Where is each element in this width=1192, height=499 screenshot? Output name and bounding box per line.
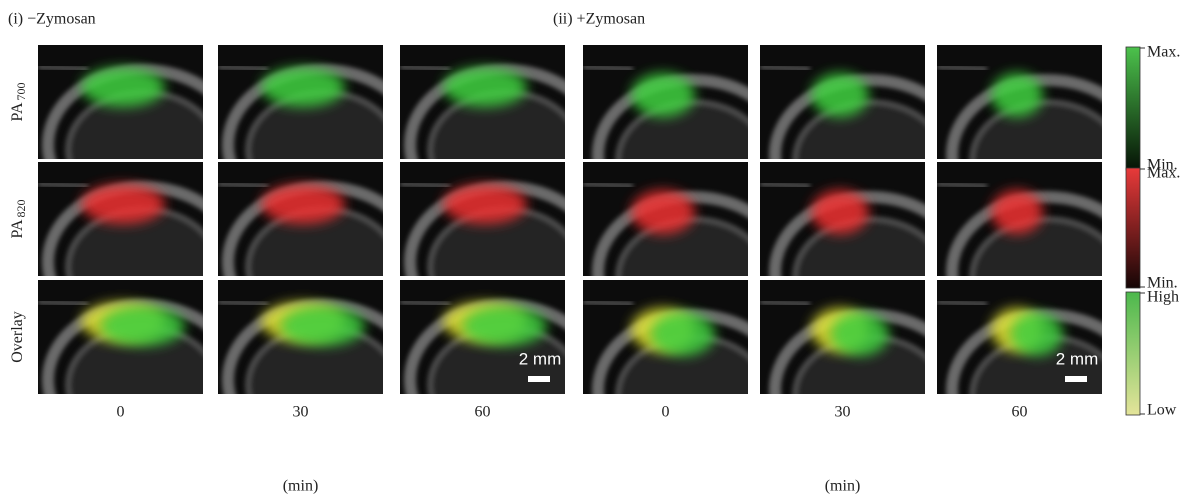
row-label-main: PA [9,102,26,121]
top-streak [583,182,634,188]
panel-title: (i) −Zymosan [8,11,96,28]
scale-bar [528,376,550,382]
signal [811,190,869,234]
top-streak [400,182,451,188]
unit-label: (min) [283,478,319,495]
signal [81,67,165,107]
image-cell [583,280,748,394]
colorbar [1125,167,1141,289]
top-streak [583,65,634,71]
panel-title: (ii) +Zymosan [553,11,645,28]
signal [101,306,185,346]
image-cell [38,280,203,394]
image-cell [937,45,1102,159]
image-cell [400,162,565,276]
scale-bar-label: 2 mm [519,349,562,368]
signal [1011,312,1063,356]
row-label: Overlay [9,311,26,363]
top-streak [38,300,89,306]
tissue-inner [792,99,925,159]
tissue-outline [592,191,748,276]
image-cell [218,45,383,159]
signal [463,306,547,346]
top-streak [38,182,89,188]
top-streak [937,300,988,306]
time-label: 60 [1012,404,1028,421]
image-cell: 2 mm [400,280,565,394]
signal [443,184,527,224]
top-streak [760,182,811,188]
tissue-inner [969,216,1102,276]
tissue-outline [946,74,1102,159]
tissue-outline [946,191,1102,276]
time-label: 30 [293,404,309,421]
row-label-sub: 700 [14,83,28,101]
top-streak [218,65,269,71]
image-cell [38,45,203,159]
top-streak [218,182,269,188]
row-label: PA820 [9,200,28,239]
signal [831,312,889,356]
image-cell [38,162,203,276]
tissue-outline [769,191,925,276]
signal [81,184,165,224]
tissue-inner [969,99,1102,159]
time-label: 0 [662,404,670,421]
row-label: PA700 [9,83,28,122]
colorbar-bottom-label: Min. [1147,275,1178,292]
image-cell [760,280,925,394]
scale-bar [1065,376,1087,382]
image-cell [218,162,383,276]
image-cell: 2 mm [937,280,1102,394]
image-cell [937,162,1102,276]
signal [991,73,1043,117]
signal [261,67,345,107]
signal [811,73,869,117]
row-label-main: Overlay [9,311,26,363]
top-streak [937,65,988,71]
signal [631,190,695,234]
top-streak [760,300,811,306]
signal [991,190,1043,234]
unit-label: (min) [825,478,861,495]
image-cell [583,45,748,159]
signal [651,312,715,356]
scale-bar-label: 2 mm [1056,349,1099,368]
top-streak [583,300,634,306]
colorbar-top-label: High [1147,289,1179,306]
signal [281,306,365,346]
colorbar-top-label: Max. [1147,165,1180,182]
image-cell [218,280,383,394]
signal [631,73,695,117]
colorbar-bottom-label: Min. [1147,157,1178,174]
top-streak [400,65,451,71]
colorbar-top-label: Max. [1147,44,1180,61]
tissue-outline [769,74,925,159]
colorbar-bottom-label: Low [1147,402,1177,419]
tissue-outline [592,74,748,159]
colorbar [1125,291,1141,416]
image-cell [583,162,748,276]
colorbar [1125,46,1141,171]
top-streak [218,300,269,306]
signal [261,184,345,224]
signal [443,67,527,107]
image-cell [760,45,925,159]
tissue-inner [969,334,1102,394]
top-streak [38,65,89,71]
time-label: 0 [117,404,125,421]
top-streak [937,182,988,188]
row-label-main: PA [9,219,26,238]
image-cell [760,162,925,276]
time-label: 30 [835,404,851,421]
tissue-inner [792,216,925,276]
time-label: 60 [475,404,491,421]
top-streak [760,65,811,71]
image-cell [400,45,565,159]
top-streak [400,300,451,306]
row-label-sub: 820 [14,200,28,218]
